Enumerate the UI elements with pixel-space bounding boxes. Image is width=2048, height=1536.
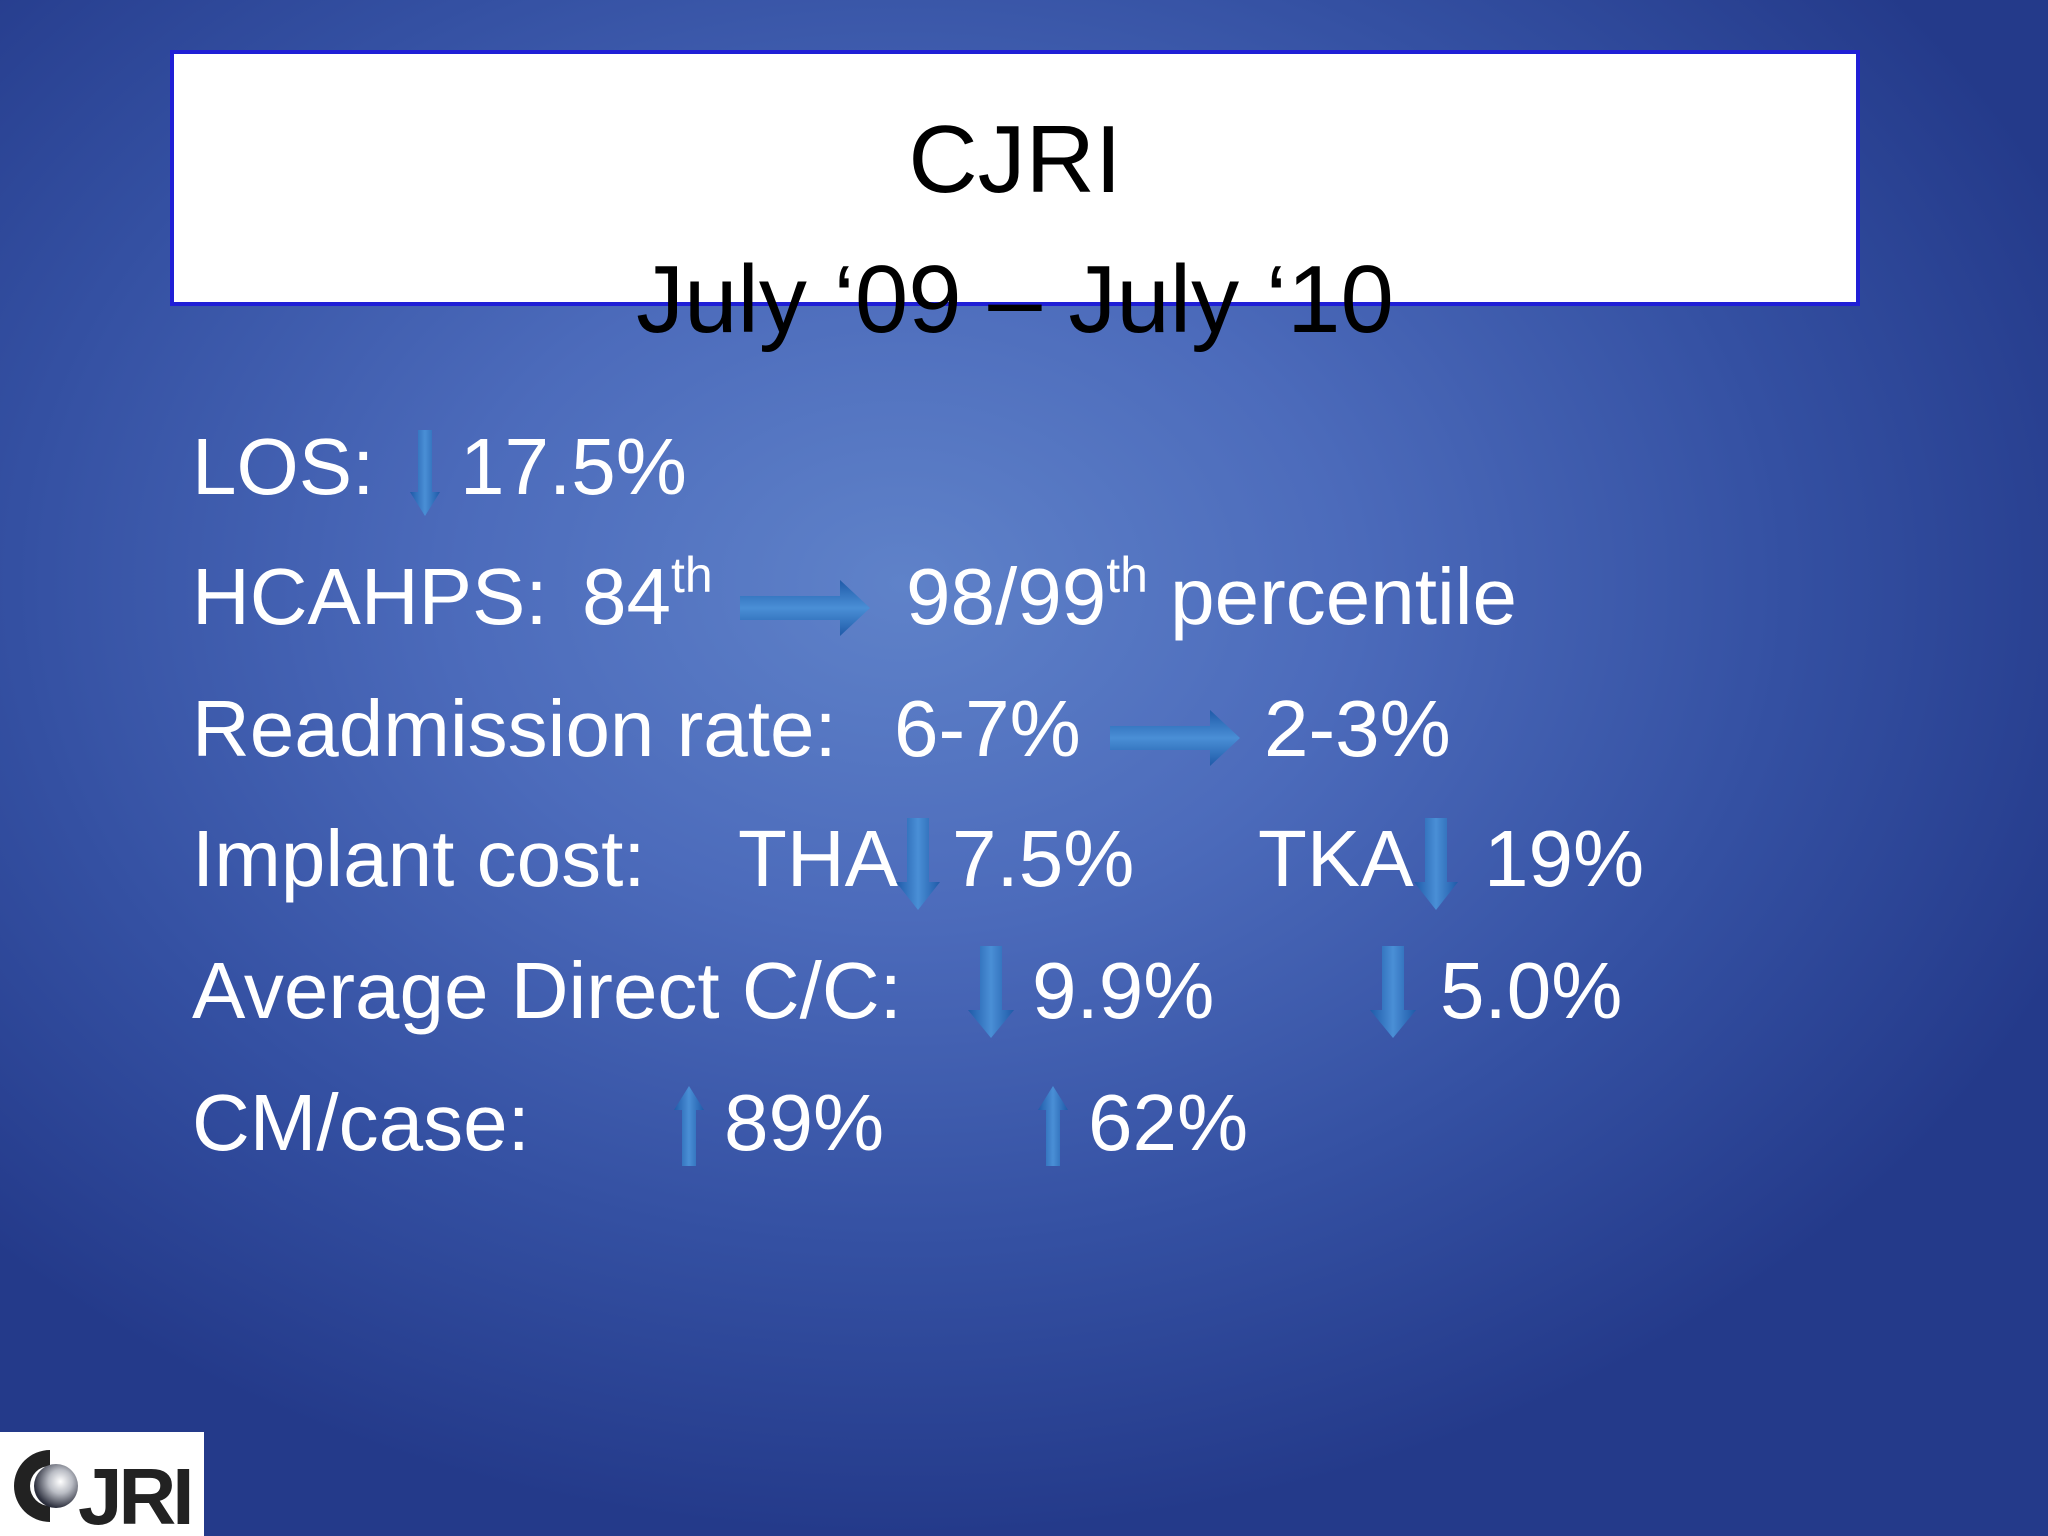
arrow-down-icon — [968, 946, 1014, 1038]
cm-label: CM/case: — [192, 1078, 530, 1167]
tka-value: 19% — [1484, 814, 1645, 903]
arrow-down-icon — [896, 818, 940, 910]
tka-label: TKA — [1258, 814, 1414, 903]
hcahps-from: 84th — [582, 547, 713, 641]
arrow-right-icon — [1110, 710, 1240, 766]
implant-label: Implant cost: — [192, 814, 646, 903]
readmission-to: 2-3% — [1264, 684, 1451, 773]
cjri-logo: JRI — [0, 1432, 204, 1536]
los-label: LOS: — [192, 422, 375, 511]
tha-label: THA — [738, 814, 898, 903]
slide-subtitle: July ‘09 – July ‘10 — [636, 246, 1394, 353]
arrow-down-icon — [410, 430, 440, 516]
cm-value-1: 89% — [724, 1078, 885, 1167]
arrow-down-icon — [1370, 946, 1416, 1038]
arrow-right-icon — [740, 580, 870, 636]
direct-value-1: 9.9% — [1032, 946, 1215, 1035]
arrow-up-icon — [1038, 1086, 1068, 1166]
readmission-from: 6-7% — [894, 684, 1081, 773]
los-value: 17.5% — [460, 422, 687, 511]
hcahps-to: 98/99th percentile — [906, 547, 1518, 641]
title-box: CJRI July ‘09 – July ‘10 — [170, 50, 1860, 350]
slide-title: CJRI — [908, 106, 1122, 213]
arrow-down-icon — [1414, 818, 1458, 910]
cm-value-2: 62% — [1088, 1078, 1249, 1167]
tha-value: 7.5% — [952, 814, 1135, 903]
direct-value-2: 5.0% — [1440, 946, 1623, 1035]
hcahps-label: HCAHPS: — [192, 552, 548, 641]
svg-text:JRI: JRI — [78, 1452, 191, 1536]
arrow-up-icon — [674, 1086, 704, 1166]
readmission-label: Readmission rate: — [192, 684, 837, 773]
direct-label: Average Direct C/C: — [192, 946, 902, 1035]
